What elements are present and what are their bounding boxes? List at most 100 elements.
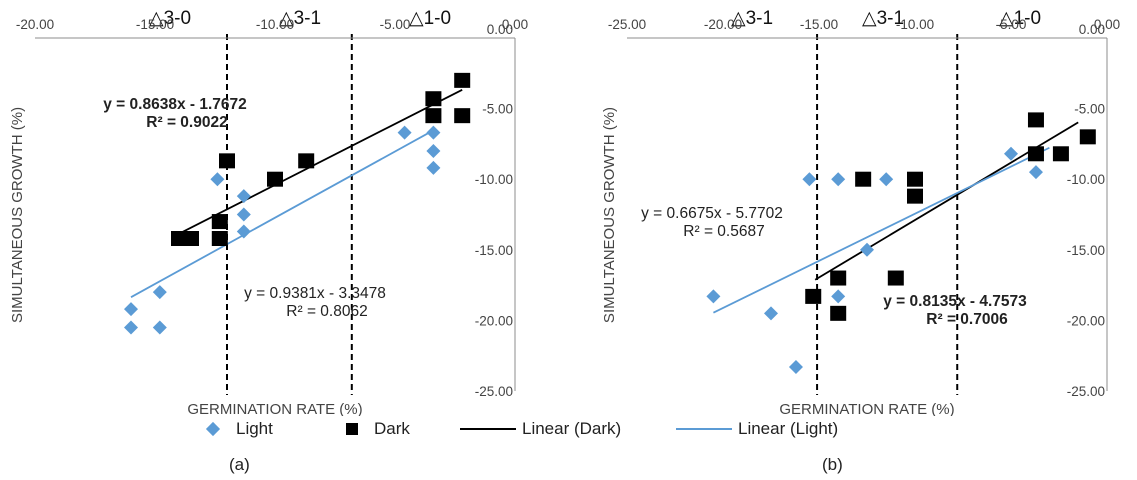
- x-tick-label: -10.00: [256, 17, 294, 32]
- x-tick-label: 0.00: [502, 17, 528, 32]
- light-data-point: [397, 125, 412, 140]
- legend-label-linear-dark: Linear (Dark): [522, 419, 622, 438]
- figure-canvas: △3-0 △3-1 △1-0-20.00 -15.00 -10.00 -5.00 0.000…: [9, 8, 1120, 416]
- dark-data-point: [183, 231, 199, 247]
- light-data-point: [831, 172, 846, 187]
- y-tick-label: -20.00: [1067, 313, 1105, 328]
- y-tick-label: 0.00: [487, 22, 513, 37]
- zone-label: △3-1: [862, 8, 904, 29]
- zone-label: △1-0: [409, 8, 451, 29]
- light-trendline-icon: [676, 428, 732, 430]
- regression-r-squared: R² = 0.7006: [926, 311, 1008, 328]
- zone-label: △1-0: [999, 8, 1041, 29]
- light-data-point: [124, 302, 138, 317]
- regression-r-squared: R² = 0.8062: [286, 303, 367, 320]
- y-tick-label: -5.00: [1074, 102, 1105, 117]
- legend-item-light: Light: [205, 416, 273, 442]
- x-tick-label: -20.00: [16, 17, 54, 32]
- legend-label-linear-light: Linear (Light): [738, 419, 839, 438]
- light-data-point: [236, 207, 251, 222]
- dark-data-point: [830, 270, 847, 286]
- light-data-point: [426, 160, 441, 175]
- light-data-point: [1028, 165, 1043, 180]
- x-tick-label: -10.00: [896, 17, 934, 32]
- regression-equation: y = 0.8135x - 4.7573: [883, 293, 1027, 310]
- x-axis-title: GERMINATION RATE (%): [779, 401, 954, 416]
- dark-data-point: [219, 153, 235, 169]
- light-data-point: [764, 306, 778, 321]
- y-axis-title: SIMULTANEOUS GROWTH (%): [601, 107, 618, 323]
- dark-data-point: [298, 153, 315, 169]
- y-axis-title: SIMULTANEOUS GROWTH (%): [9, 107, 26, 323]
- light-data-point: [860, 242, 874, 257]
- light-data-point: [426, 143, 441, 158]
- y-tick-label: -10.00: [1067, 172, 1105, 187]
- legend-item-dark: Dark: [346, 416, 410, 442]
- x-axis-title: GERMINATION RATE (%): [187, 401, 362, 416]
- light-data-point: [879, 172, 894, 187]
- regression-r-squared: R² = 0.5687: [683, 223, 764, 240]
- dark-data-point: [454, 108, 471, 124]
- regression-equation: y = 0.6675x - 5.7702: [641, 205, 783, 222]
- dark-data-point: [805, 288, 822, 304]
- dark-data-point: [830, 305, 847, 321]
- light-data-point: [152, 285, 167, 300]
- dark-data-point: [425, 91, 442, 107]
- x-tick-label: -15.00: [800, 17, 838, 32]
- regression-r-squared: R² = 0.9022: [146, 114, 227, 131]
- x-tick-label: -20.00: [704, 17, 742, 32]
- dark-data-point: [425, 108, 442, 124]
- light-data-point: [706, 289, 721, 304]
- dark-trendline: [173, 88, 463, 237]
- light-data-point: [152, 320, 167, 335]
- light-data-point: [788, 359, 803, 374]
- dark-data-point: [907, 188, 923, 204]
- legend-item-linear-dark: Linear (Dark): [460, 416, 621, 442]
- y-tick-label: -25.00: [475, 384, 513, 399]
- light-data-point: [831, 289, 846, 304]
- dark-data-point: [211, 214, 228, 230]
- x-tick-label: -5.00: [380, 17, 411, 32]
- x-tick-label: -15.00: [136, 17, 174, 32]
- square-marker-icon: [346, 423, 358, 435]
- dark-data-point: [211, 231, 228, 247]
- light-data-point: [124, 320, 138, 335]
- light-data-point: [236, 224, 251, 239]
- dark-data-point: [855, 171, 872, 187]
- light-data-point: [426, 125, 441, 140]
- light-trendline: [713, 146, 1050, 314]
- dark-data-point: [1079, 129, 1096, 145]
- dark-data-point: [907, 171, 923, 187]
- x-tick-label: -5.00: [996, 17, 1027, 32]
- panel-label-b: (b): [822, 455, 843, 474]
- y-tick-label: -15.00: [475, 243, 513, 258]
- legend-label-light: Light: [236, 419, 273, 438]
- light-trendline: [130, 129, 434, 298]
- dark-data-point: [454, 72, 471, 88]
- y-tick-label: -5.00: [482, 102, 513, 117]
- dark-data-point: [887, 270, 904, 286]
- light-data-point: [802, 172, 817, 187]
- dark-data-point: [1027, 112, 1044, 128]
- regression-equation: y = 0.9381x - 3.3478: [244, 285, 386, 302]
- dark-trendline-icon: [460, 428, 516, 430]
- legend: Light Dark Linear (Dark) Linear (Light): [0, 416, 1137, 442]
- light-data-point: [236, 189, 251, 204]
- dark-data-point: [1052, 146, 1069, 162]
- light-data-point: [210, 172, 225, 187]
- y-tick-label: -20.00: [475, 313, 513, 328]
- y-tick-label: 0.00: [1079, 22, 1105, 37]
- dark-data-point: [267, 171, 283, 187]
- legend-label-dark: Dark: [374, 419, 410, 438]
- zone-label: △3-1: [279, 8, 321, 29]
- regression-equation: y = 0.8638x - 1.7672: [103, 96, 247, 113]
- y-tick-label: -25.00: [1067, 384, 1105, 399]
- light-data-point: [1004, 146, 1018, 161]
- x-tick-label: 0.00: [1094, 17, 1120, 32]
- y-tick-label: -15.00: [1067, 243, 1105, 258]
- dark-trendline: [814, 121, 1079, 281]
- zone-label: △3-0: [149, 8, 191, 29]
- diamond-marker-icon: [205, 421, 221, 437]
- dark-data-point: [1027, 146, 1044, 162]
- zone-label: △3-1: [731, 8, 773, 29]
